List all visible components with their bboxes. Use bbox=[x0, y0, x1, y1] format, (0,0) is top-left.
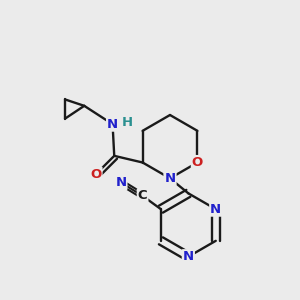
Text: O: O bbox=[90, 168, 101, 181]
Text: N: N bbox=[210, 203, 221, 216]
Text: N: N bbox=[183, 250, 194, 263]
Text: N: N bbox=[115, 176, 127, 189]
Text: N: N bbox=[107, 118, 118, 131]
Text: C: C bbox=[138, 189, 147, 202]
Text: O: O bbox=[192, 156, 203, 169]
Text: N: N bbox=[164, 172, 175, 185]
Text: H: H bbox=[122, 116, 133, 129]
